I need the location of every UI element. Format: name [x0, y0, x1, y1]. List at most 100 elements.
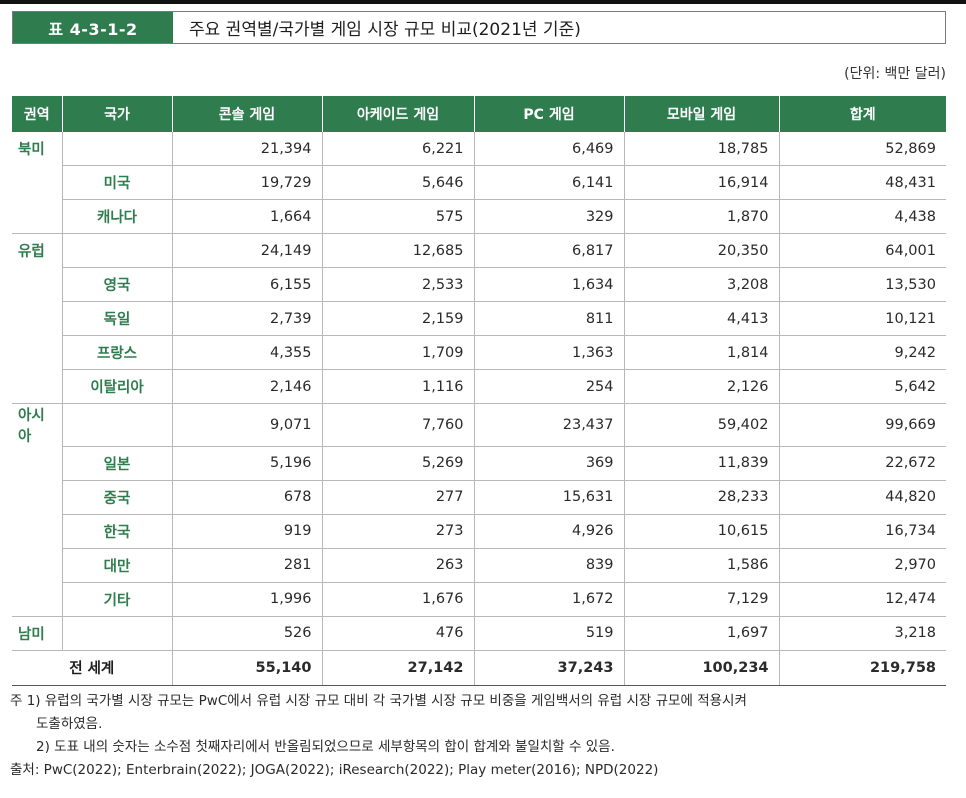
value-console: 919 — [172, 514, 323, 549]
region-cell-empty — [12, 548, 63, 582]
header-console: 콘솔 게임 — [172, 96, 323, 132]
region-row: 남미 526 476 519 1,697 3,218 — [12, 616, 946, 651]
value-console: 526 — [172, 616, 323, 651]
value-console: 6,155 — [172, 267, 323, 302]
value-console: 9,071 — [172, 403, 323, 447]
value-console: 281 — [172, 548, 323, 583]
total-pc: 37,243 — [474, 649, 625, 686]
value-pc: 369 — [474, 446, 625, 481]
value-mobile: 3,208 — [624, 267, 780, 302]
footnote-1-line-1: 주 1) 유럽의 국가별 시장 규모는 PwC에서 유럽 시장 규모 대비 각 … — [10, 693, 747, 709]
value-total: 22,672 — [779, 446, 946, 481]
region-cell-empty — [12, 165, 63, 200]
country-row: 한국 919 273 4,926 10,615 16,734 — [12, 514, 946, 549]
value-pc: 6,817 — [474, 233, 625, 268]
region-row: 아시아 9,071 7,760 23,437 59,402 99,669 — [12, 403, 946, 447]
country-row: 기타 1,996 1,676 1,672 7,129 12,474 — [12, 582, 946, 617]
total-sum: 219,758 — [779, 649, 946, 686]
value-total: 64,001 — [779, 233, 946, 268]
value-pc: 519 — [474, 616, 625, 651]
value-console: 1,664 — [172, 199, 323, 234]
value-pc: 839 — [474, 548, 625, 583]
country-name-empty — [62, 233, 173, 268]
value-pc: 329 — [474, 199, 625, 234]
value-arcade: 277 — [322, 480, 475, 515]
game-market-table: 권역 국가 콘솔 게임 아케이드 게임 PC 게임 모바일 게임 합계 북미 21… — [12, 96, 946, 686]
value-mobile: 4,413 — [624, 301, 780, 336]
value-console: 678 — [172, 480, 323, 515]
region-cell-empty — [12, 480, 63, 514]
value-pc: 15,631 — [474, 480, 625, 515]
country-name: 한국 — [62, 514, 173, 549]
value-console: 1,996 — [172, 582, 323, 617]
value-console: 5,196 — [172, 446, 323, 481]
footnote-2: 2) 도표 내의 숫자는 소수점 첫째자리에서 반올림되었으므로 세부항목의 합… — [36, 739, 615, 755]
country-row: 캐나다 1,664 575 329 1,870 4,438 — [12, 199, 946, 234]
header-mobile: 모바일 게임 — [624, 96, 780, 132]
value-console: 24,149 — [172, 233, 323, 268]
value-pc: 1,634 — [474, 267, 625, 302]
region-cell-empty — [12, 335, 63, 370]
country-name-empty — [62, 403, 173, 447]
value-console: 21,394 — [172, 132, 323, 166]
value-arcade: 476 — [322, 616, 475, 651]
value-pc: 1,363 — [474, 335, 625, 370]
country-name: 대만 — [62, 548, 173, 583]
total-arcade: 27,142 — [322, 649, 475, 686]
value-arcade: 12,685 — [322, 233, 475, 268]
header-total: 합계 — [779, 96, 946, 132]
header-country: 국가 — [62, 96, 173, 132]
country-row: 미국 19,729 5,646 6,141 16,914 48,431 — [12, 165, 946, 200]
value-total: 4,438 — [779, 199, 946, 234]
value-total: 12,474 — [779, 582, 946, 617]
footnotes: 주 1) 유럽의 국가별 시장 규모는 PwC에서 유럽 시장 규모 대비 각 … — [10, 690, 950, 782]
value-mobile: 7,129 — [624, 582, 780, 617]
total-row: 전 세계 55,140 27,142 37,243 100,234 219,75… — [12, 649, 946, 686]
value-arcade: 273 — [322, 514, 475, 549]
country-name: 기타 — [62, 582, 173, 617]
value-mobile: 1,870 — [624, 199, 780, 234]
value-pc: 6,141 — [474, 165, 625, 200]
table-body: 북미 21,394 6,221 6,469 18,785 52,869 미국 19,729 5,… — [12, 132, 946, 651]
value-arcade: 7,760 — [322, 403, 475, 447]
value-mobile: 18,785 — [624, 132, 780, 166]
value-total: 52,869 — [779, 132, 946, 166]
value-arcade: 5,646 — [322, 165, 475, 200]
value-total: 9,242 — [779, 335, 946, 370]
table-title: 주요 권역별/국가별 게임 시장 규모 비교(2021년 기준) — [189, 20, 581, 40]
country-row: 프랑스 4,355 1,709 1,363 1,814 9,242 — [12, 335, 946, 370]
value-console: 2,739 — [172, 301, 323, 336]
country-name: 중국 — [62, 480, 173, 515]
value-pc: 4,926 — [474, 514, 625, 549]
header-arcade: 아케이드 게임 — [322, 96, 475, 132]
table-title-row: 표 4-3-1-2 주요 권역별/국가별 게임 시장 규모 비교(2021년 기… — [12, 11, 946, 44]
value-total: 99,669 — [779, 403, 946, 447]
value-pc: 23,437 — [474, 403, 625, 447]
region-name: 북미 — [12, 132, 63, 166]
value-arcade: 6,221 — [322, 132, 475, 166]
region-cell-empty — [12, 199, 63, 234]
value-mobile: 1,697 — [624, 616, 780, 651]
country-name: 이탈리아 — [62, 369, 173, 404]
country-name: 프랑스 — [62, 335, 173, 370]
value-mobile: 11,839 — [624, 446, 780, 481]
total-console: 55,140 — [172, 649, 323, 686]
region-name: 아시아 — [12, 403, 63, 446]
value-pc: 6,469 — [474, 132, 625, 166]
value-pc: 1,672 — [474, 582, 625, 617]
value-pc: 254 — [474, 369, 625, 404]
value-total: 3,218 — [779, 616, 946, 651]
total-mobile: 100,234 — [624, 649, 780, 686]
region-cell-empty — [12, 582, 63, 617]
country-row: 중국 678 277 15,631 28,233 44,820 — [12, 480, 946, 515]
region-cell-empty — [12, 369, 63, 404]
value-mobile: 2,126 — [624, 369, 780, 404]
value-total: 5,642 — [779, 369, 946, 404]
value-mobile: 1,586 — [624, 548, 780, 583]
table-header-row: 권역 국가 콘솔 게임 아케이드 게임 PC 게임 모바일 게임 합계 — [12, 96, 946, 132]
country-name-empty — [62, 616, 173, 651]
value-mobile: 28,233 — [624, 480, 780, 515]
unit-note: (단위: 백만 달러) — [844, 66, 946, 82]
region-row: 유럽 24,149 12,685 6,817 20,350 64,001 — [12, 233, 946, 268]
region-cell-empty — [12, 446, 63, 480]
